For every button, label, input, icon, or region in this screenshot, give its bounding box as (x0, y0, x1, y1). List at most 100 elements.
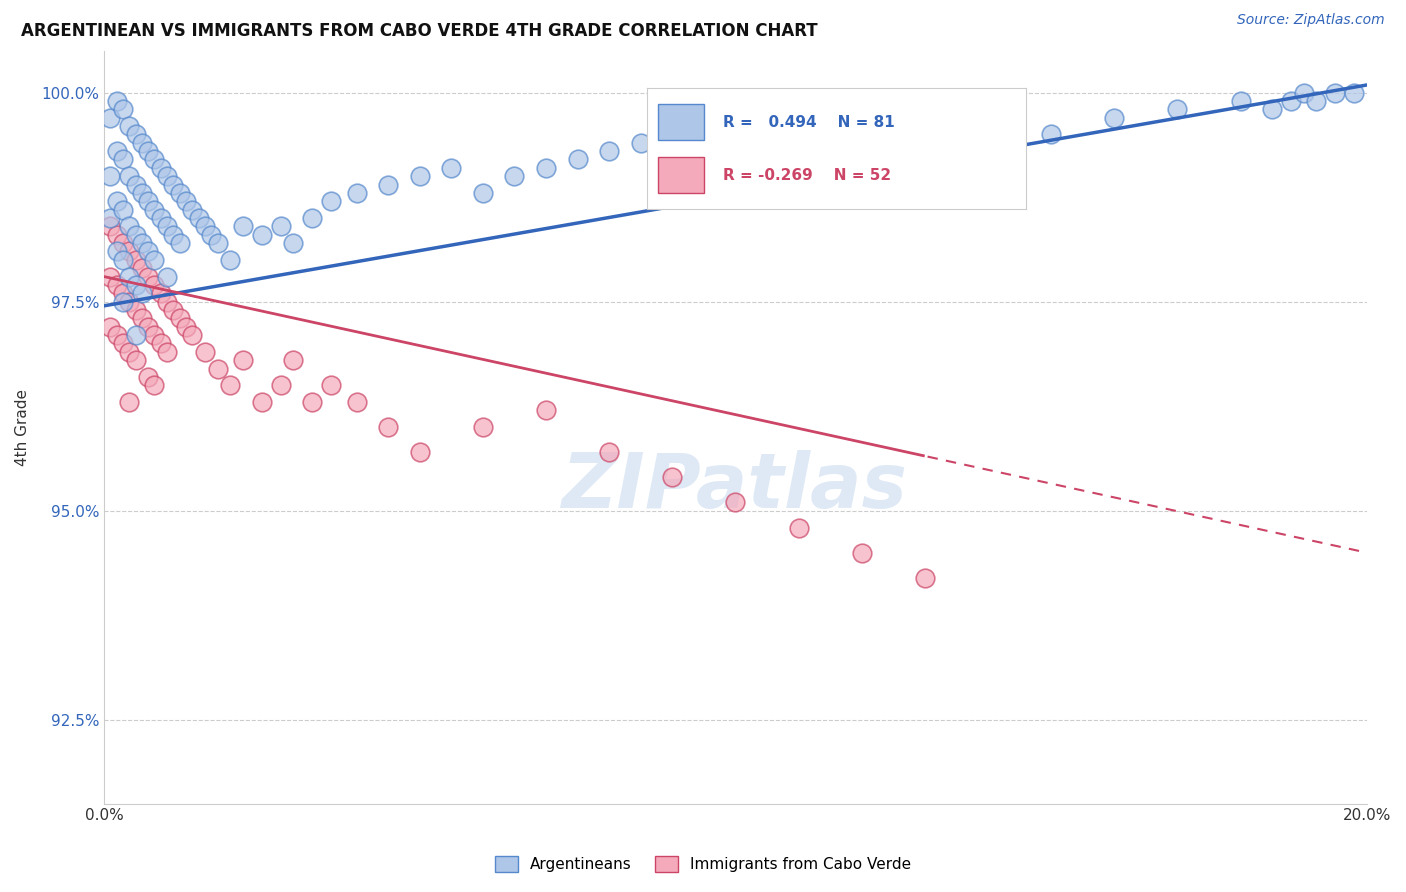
Point (136, 244, 159, 259)
Point (169, 186, 191, 200)
Point (232, 219, 254, 234)
Point (162, 227, 184, 242)
Point (534, 403, 557, 417)
Legend: Argentineans, Immigrants from Cabo Verde: Argentineans, Immigrants from Cabo Verde (488, 848, 918, 880)
Point (156, 219, 179, 234)
Point (1166, 102, 1188, 116)
Point (346, 186, 368, 200)
Point (270, 219, 292, 234)
Point (98, 111, 121, 125)
Point (755, 128, 778, 142)
Point (1305, 94, 1327, 108)
Point (98, 219, 121, 234)
Point (111, 236, 134, 251)
Text: Source: ZipAtlas.com: Source: ZipAtlas.com (1237, 13, 1385, 28)
Point (250, 395, 273, 409)
Point (194, 219, 217, 234)
Point (98, 319, 121, 334)
Point (111, 294, 134, 309)
Point (1343, 86, 1365, 100)
Point (567, 153, 589, 167)
Point (598, 445, 620, 459)
Point (787, 136, 810, 150)
Point (143, 378, 166, 392)
Point (194, 344, 217, 359)
Point (136, 144, 159, 158)
Point (149, 211, 172, 225)
Point (156, 169, 179, 183)
Point (111, 102, 134, 116)
Point (124, 328, 146, 343)
Point (111, 202, 134, 217)
Point (408, 445, 430, 459)
Point (787, 520, 810, 534)
Point (207, 361, 229, 376)
Point (283, 353, 305, 368)
Point (346, 395, 368, 409)
Text: ARGENTINEAN VS IMMIGRANTS FROM CABO VERDE 4TH GRADE CORRELATION CHART: ARGENTINEAN VS IMMIGRANTS FROM CABO VERD… (21, 22, 818, 40)
Point (118, 269, 141, 284)
Point (661, 470, 683, 484)
Point (914, 119, 936, 133)
Point (471, 420, 494, 434)
Point (1102, 111, 1125, 125)
Point (124, 303, 146, 318)
Point (118, 294, 141, 309)
Point (105, 227, 128, 242)
Point (98, 211, 121, 225)
Point (219, 252, 242, 267)
Point (111, 252, 134, 267)
Point (187, 211, 209, 225)
Point (124, 277, 146, 292)
Point (118, 244, 141, 259)
Point (724, 495, 747, 509)
Point (321, 378, 343, 392)
Point (1324, 86, 1347, 100)
Point (162, 178, 184, 192)
Point (156, 269, 179, 284)
Point (181, 328, 204, 343)
Point (118, 119, 141, 133)
Point (136, 319, 159, 334)
Point (693, 144, 716, 158)
Point (149, 286, 172, 301)
Point (124, 227, 146, 242)
Point (283, 236, 305, 251)
Point (143, 153, 166, 167)
Point (149, 336, 172, 351)
Point (408, 169, 430, 183)
Point (143, 202, 166, 217)
Point (250, 227, 273, 242)
Point (124, 353, 146, 368)
Point (124, 178, 146, 192)
Point (977, 111, 1000, 125)
Point (914, 571, 936, 585)
Point (118, 395, 141, 409)
Point (136, 269, 159, 284)
Point (98, 169, 121, 183)
Point (471, 186, 494, 200)
Point (1040, 128, 1063, 142)
Point (105, 194, 128, 209)
Point (174, 194, 197, 209)
Point (118, 169, 141, 183)
Point (131, 136, 153, 150)
Point (200, 227, 222, 242)
Point (321, 194, 343, 209)
Point (156, 344, 179, 359)
Point (301, 211, 323, 225)
Point (661, 153, 683, 167)
Point (724, 136, 747, 150)
Point (534, 161, 557, 175)
Point (156, 294, 179, 309)
Point (118, 344, 141, 359)
Point (105, 144, 128, 158)
Point (149, 161, 172, 175)
Point (851, 128, 873, 142)
Point (503, 169, 526, 183)
Point (136, 194, 159, 209)
Point (440, 161, 463, 175)
Point (131, 261, 153, 276)
Point (377, 420, 399, 434)
Point (105, 244, 128, 259)
